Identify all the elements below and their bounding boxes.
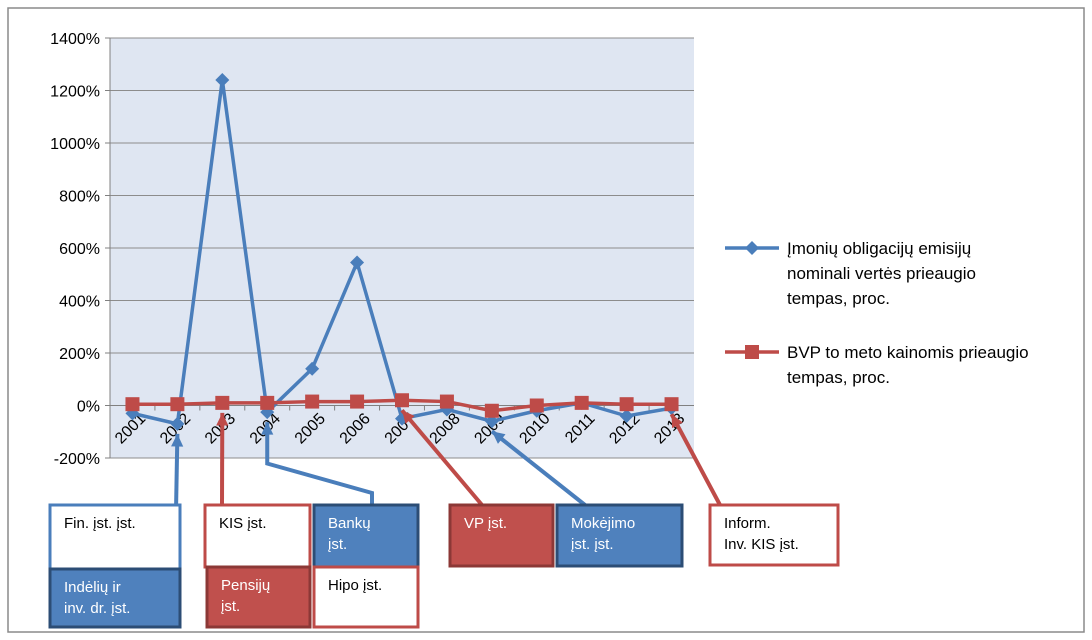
series-1-point bbox=[305, 361, 320, 376]
annotation-label: Inform. bbox=[724, 515, 771, 532]
annotation-box bbox=[555, 503, 684, 568]
annotation-label: Indėlių ir bbox=[64, 579, 121, 596]
legend-item-2: BVP to meto kainomis prieaugio tempas, pr… bbox=[725, 343, 1029, 387]
y-tick-label: 1000% bbox=[50, 136, 100, 153]
annotation-box-indel: Indėlių ir inv. dr. įst. bbox=[48, 567, 182, 629]
annotation-boxes: Fin. įst. įst. Indėlių ir inv. dr. įst. KIS… bbox=[48, 503, 840, 629]
annotation-label: Bankų bbox=[328, 515, 371, 532]
annotation-box-hipo: Hipo įst. bbox=[312, 565, 420, 629]
annotation-label: Hipo įst. bbox=[328, 577, 382, 594]
series-2-point bbox=[260, 395, 275, 410]
annotation-box-vp: VP įst. bbox=[448, 503, 555, 568]
series-2-point bbox=[305, 394, 320, 409]
annotation-box-pens: Pensijų įst. bbox=[205, 565, 312, 629]
y-tick-label: 200% bbox=[59, 346, 100, 363]
series-2-point bbox=[395, 393, 409, 408]
series-2-point bbox=[574, 395, 589, 410]
annotation-box-kis: KIS įst. bbox=[203, 503, 312, 569]
series-2-point bbox=[350, 394, 365, 409]
arrowhead-icon bbox=[216, 412, 229, 426]
arrow-mok bbox=[490, 429, 587, 507]
series-layer bbox=[125, 73, 679, 431]
annotation-label: KIS įst. bbox=[219, 515, 267, 532]
annotation-label: inv. dr. įst. bbox=[64, 600, 130, 617]
annotation-box bbox=[448, 503, 555, 568]
y-tick-label: 1400% bbox=[50, 31, 100, 48]
y-tick-label: -200% bbox=[54, 451, 100, 468]
series-2-point bbox=[484, 403, 499, 418]
series-2-point bbox=[439, 394, 454, 409]
arrowhead-icon bbox=[402, 410, 415, 424]
annotation-label: įst. bbox=[328, 536, 347, 553]
annotation-label: Pensijų bbox=[221, 577, 270, 594]
y-tick-label: 0% bbox=[77, 399, 100, 416]
y-tick-label: 1200% bbox=[50, 84, 100, 101]
arrowhead-icon bbox=[171, 433, 184, 447]
annotation-box-inform: Inform. Inv. KIS įst. bbox=[708, 503, 840, 567]
annotation-label: Mokėjimo bbox=[571, 515, 635, 532]
series-1-point bbox=[170, 416, 185, 431]
annotation-box-fin: Fin. įst. įst. bbox=[48, 503, 182, 571]
legend-label: tempas, proc. bbox=[787, 289, 890, 308]
series-2-point bbox=[215, 395, 230, 410]
series-1-point bbox=[215, 73, 230, 87]
annotation-label: Inv. KIS įst. bbox=[724, 536, 799, 553]
legend-label: Įmonių obligacijų emisijų bbox=[787, 239, 971, 258]
series-2-point bbox=[125, 397, 140, 412]
annotation-box bbox=[312, 565, 420, 629]
legend-square-icon bbox=[745, 345, 759, 359]
annotation-label: Fin. įst. įst. bbox=[64, 515, 136, 532]
series-2-point bbox=[664, 397, 679, 412]
annotation-box bbox=[48, 567, 182, 629]
annotation-label: VP įst. bbox=[464, 515, 507, 532]
annotation-box bbox=[48, 503, 182, 571]
legend-item-1: Įmonių obligacijų emisijų nominali vertės… bbox=[725, 239, 976, 308]
arrow-inform bbox=[669, 413, 722, 506]
annotation-box-mok: Mokėjimo įst. įst. bbox=[555, 503, 684, 568]
annotation-label: įst. bbox=[221, 598, 240, 615]
annotation-box bbox=[203, 503, 312, 569]
y-tick-label: 400% bbox=[59, 294, 100, 311]
legend-label: nominali vertės prieaugio bbox=[787, 264, 976, 283]
series-2-point bbox=[170, 397, 185, 412]
arrow-bank bbox=[265, 422, 374, 505]
y-tick-label: 600% bbox=[59, 241, 100, 258]
legend: Įmonių obligacijų emisijų nominali vertės… bbox=[725, 239, 1029, 387]
y-axis-ticks: -200% 0% 200% 400% 600% 800% 1000% 1200% 1400% bbox=[50, 31, 110, 468]
annotation-box bbox=[708, 503, 840, 567]
series-2-point bbox=[529, 398, 544, 413]
series-2-point bbox=[619, 397, 634, 412]
arrowhead-icon bbox=[491, 431, 506, 444]
annotation-box bbox=[312, 503, 420, 569]
legend-label: BVP to meto kainomis prieaugio bbox=[787, 343, 1029, 362]
arrowhead-icon bbox=[261, 422, 274, 435]
legend-diamond-icon bbox=[745, 241, 759, 255]
arrow-vp bbox=[400, 408, 484, 507]
annotation-label: įst. įst. bbox=[571, 536, 614, 553]
series-1-point bbox=[350, 255, 365, 270]
legend-label: tempas, proc. bbox=[787, 368, 890, 387]
y-tick-label: 800% bbox=[59, 189, 100, 206]
series-2 bbox=[125, 393, 679, 418]
annotation-box bbox=[205, 565, 312, 629]
annotation-box-bank: Bankų įst. bbox=[312, 503, 420, 569]
series-1-point bbox=[619, 409, 634, 423]
arrowhead-icon bbox=[671, 414, 683, 429]
